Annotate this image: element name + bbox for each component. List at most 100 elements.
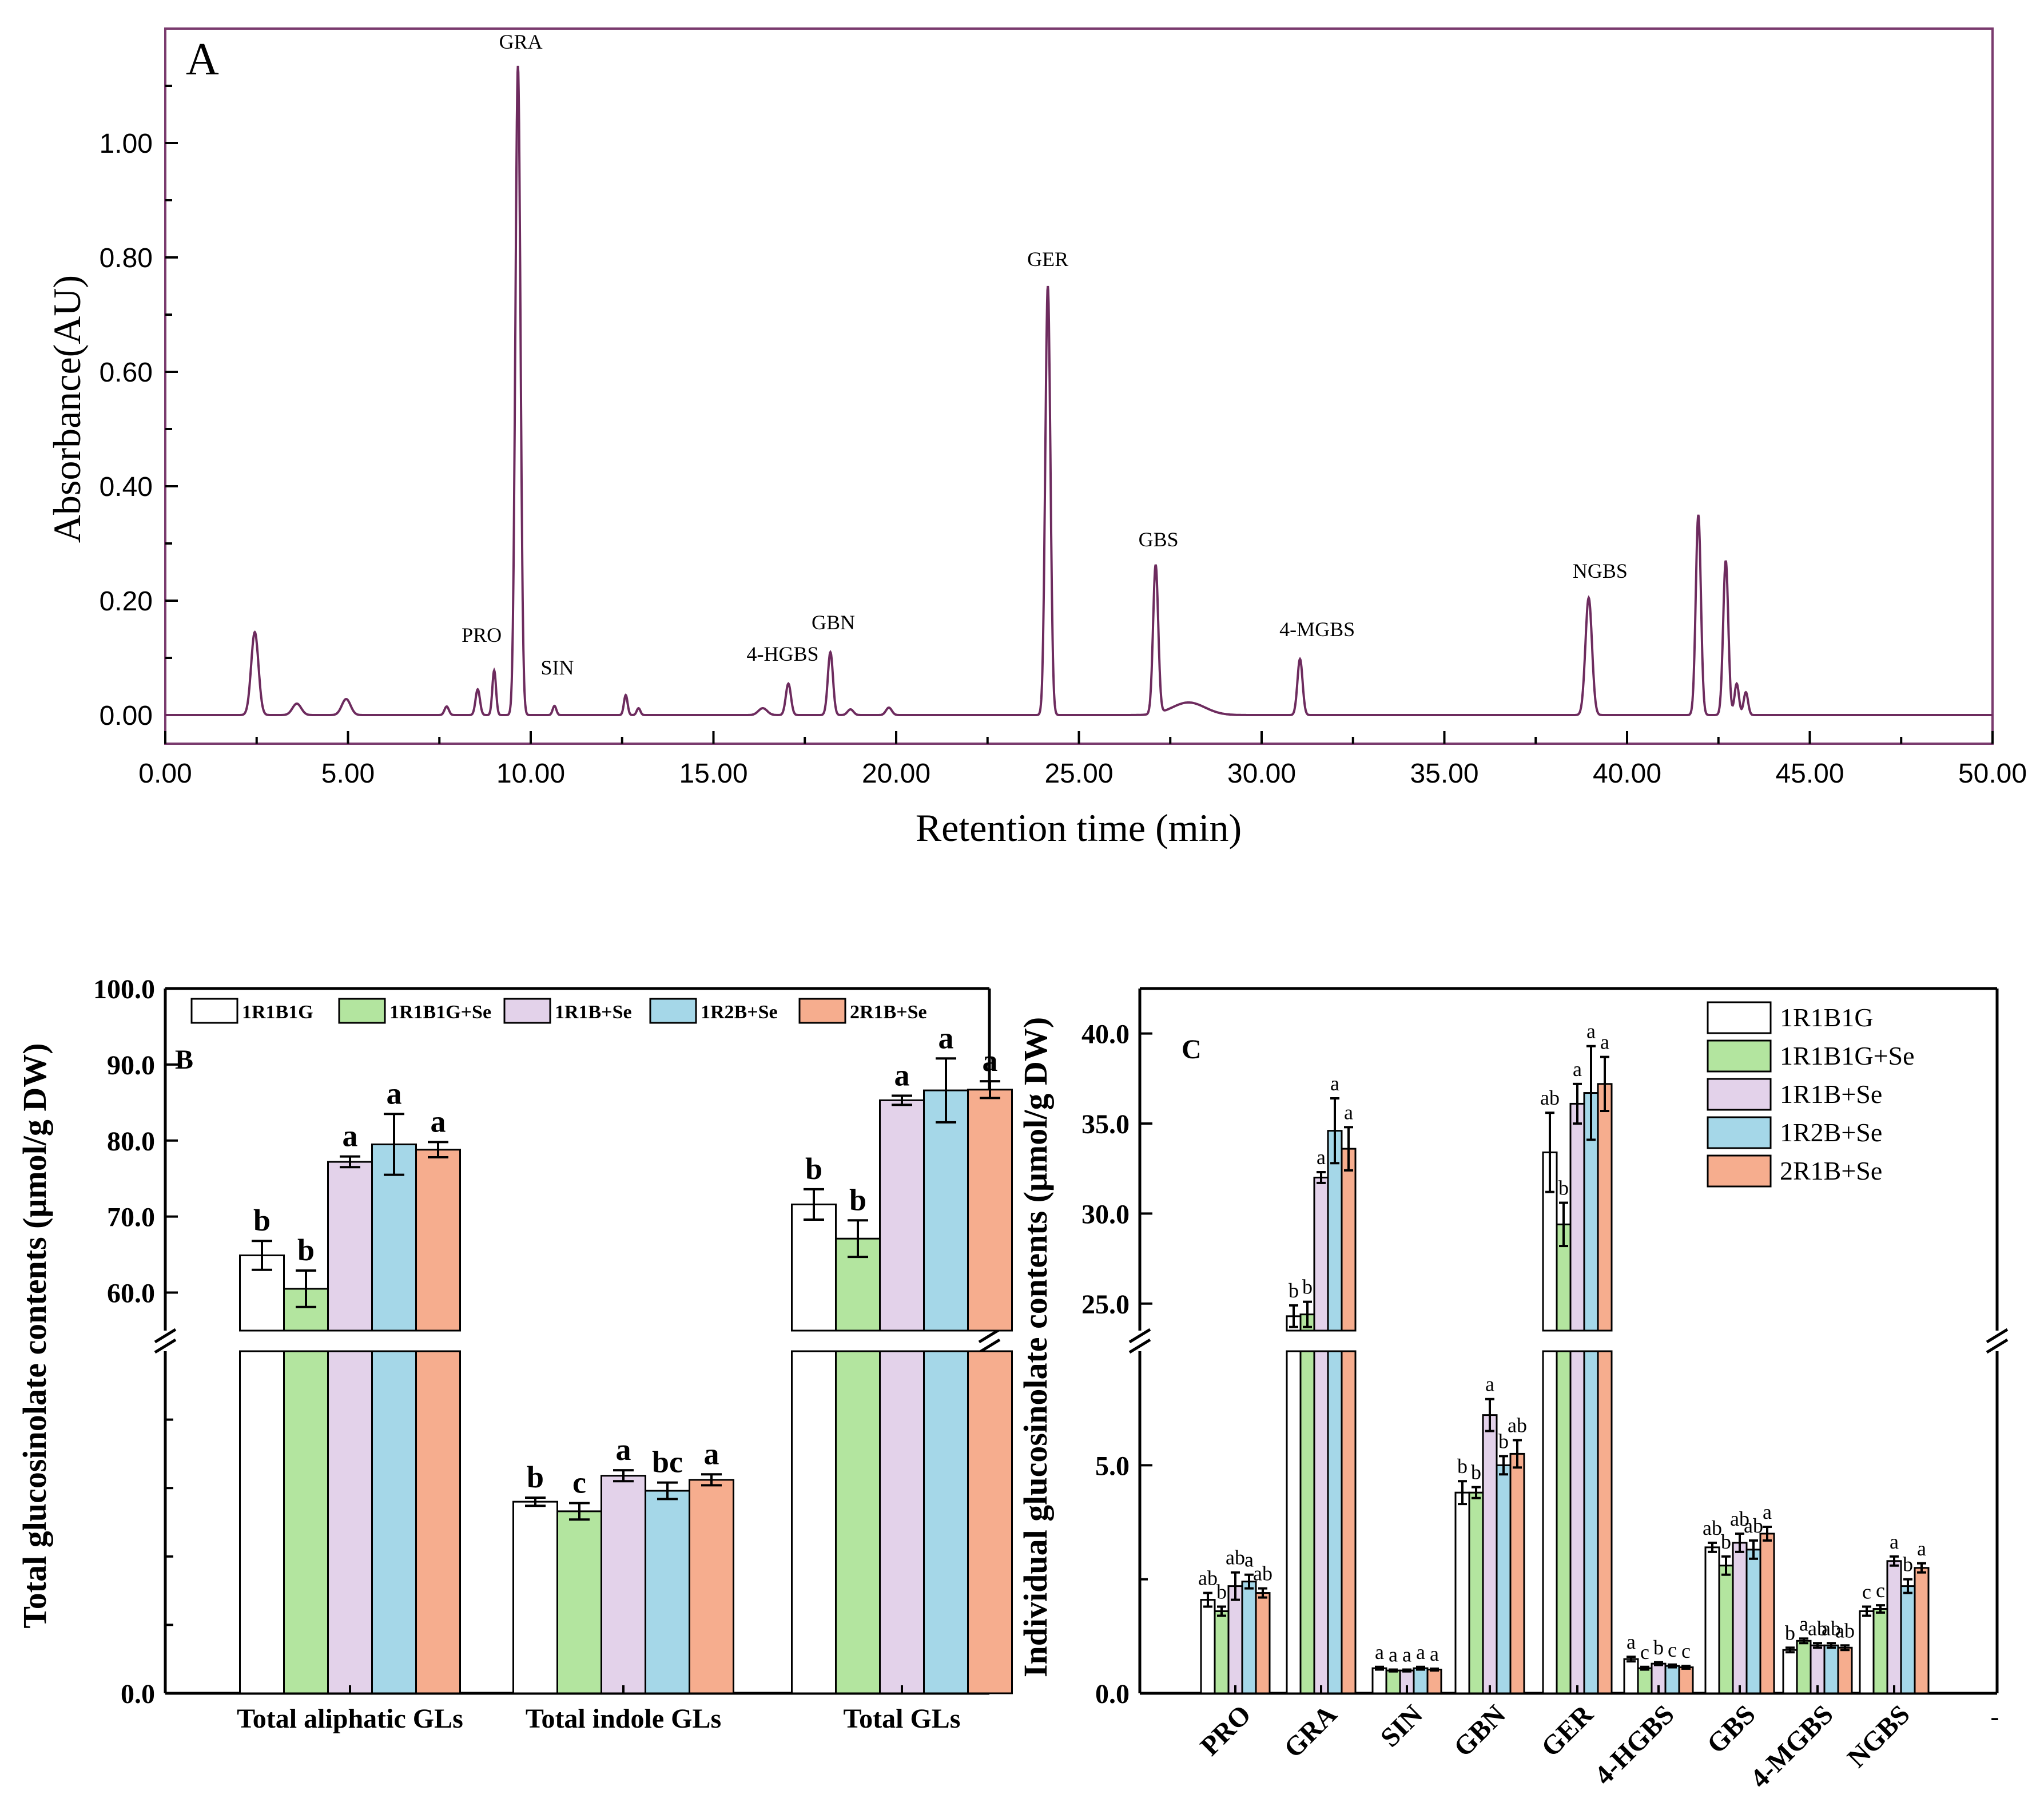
category-label: Total indole GLs bbox=[526, 1704, 721, 1734]
axis-break-mark bbox=[1128, 1328, 1151, 1344]
bar bbox=[1583, 1092, 1599, 1332]
significance-letter: b bbox=[297, 1233, 315, 1267]
y-tick-label: 90.0 bbox=[107, 1050, 155, 1081]
significance-letter: a bbox=[1330, 1072, 1339, 1095]
bar bbox=[1214, 1610, 1230, 1694]
significance-letter: b bbox=[1457, 1455, 1468, 1478]
bar bbox=[1371, 1667, 1387, 1694]
bar-segment-lower bbox=[1299, 1350, 1315, 1694]
legend-label: 1R1B1G+Se bbox=[389, 1002, 491, 1023]
bar bbox=[1313, 1176, 1329, 1332]
significance-letter: a bbox=[1763, 1501, 1772, 1523]
significance-letter: c bbox=[1668, 1638, 1677, 1661]
significance-letter: b bbox=[805, 1152, 822, 1186]
panel-a-x-tick-label: 30.00 bbox=[1227, 759, 1296, 789]
panel-a-y-tick-label: 0.40 bbox=[100, 472, 153, 502]
panel-a-label: A bbox=[186, 34, 219, 85]
panel-b-axes: 60.0 70.0 80.0 90.0 100.0 0.0 Total aliphatic … bbox=[93, 974, 960, 1734]
significance-letter: a bbox=[1890, 1530, 1899, 1553]
bar bbox=[1914, 1567, 1930, 1694]
bar-segment-lower bbox=[283, 1350, 329, 1694]
panel-b-y-label: Total glucosinolate contents (μmol/g DW) bbox=[16, 1043, 53, 1628]
bar bbox=[556, 1510, 602, 1694]
significance-letter: a bbox=[431, 1104, 446, 1138]
panel-b-legend: 1R1B1G 1R1B1G+Se 1R1B+Se 1R2B+Se 2R1B+Se bbox=[190, 998, 927, 1024]
panel-a-x-axis: 0.00 5.00 10.00 15.00 20.00 25.00 30.00 35.00 40… bbox=[138, 731, 2027, 789]
category-label: PRO bbox=[1195, 1699, 1257, 1761]
bar bbox=[1704, 1546, 1720, 1694]
significance-letter: b bbox=[1498, 1430, 1509, 1452]
bar-segment-lower bbox=[835, 1350, 881, 1694]
significance-letter: c bbox=[1862, 1581, 1871, 1603]
y-tick-label: 70.0 bbox=[107, 1202, 155, 1233]
bar bbox=[1241, 1581, 1257, 1694]
bar bbox=[1900, 1585, 1916, 1694]
bar-segment-lower bbox=[791, 1350, 837, 1694]
y-tick-label: 100.0 bbox=[93, 974, 155, 1005]
bar bbox=[1678, 1666, 1694, 1694]
bar bbox=[1341, 1148, 1357, 1332]
bar bbox=[791, 1203, 837, 1332]
axis-break-mark bbox=[154, 1328, 177, 1344]
significance-letter: a bbox=[1402, 1644, 1411, 1666]
legend-label: 1R1B+Se bbox=[555, 1002, 632, 1023]
significance-letter: a bbox=[1430, 1642, 1439, 1665]
bar bbox=[415, 1149, 461, 1332]
significance-letter: b bbox=[1216, 1581, 1227, 1603]
bar bbox=[1200, 1599, 1216, 1694]
panel-a-peak-label: SIN bbox=[541, 656, 574, 679]
significance-letter: b bbox=[1785, 1621, 1795, 1644]
significance-letter: ab bbox=[1822, 1617, 1841, 1640]
panel-a-x-tick-label: 5.00 bbox=[321, 759, 375, 789]
panel-a-peak-label: GRA bbox=[499, 30, 543, 53]
significance-letter: b bbox=[1471, 1461, 1481, 1484]
category-label: NGBS bbox=[1842, 1699, 1916, 1773]
bar bbox=[1872, 1607, 1888, 1694]
significance-letter: a bbox=[1317, 1146, 1326, 1169]
legend-label: 1R2B+Se bbox=[701, 1002, 778, 1023]
panel-a-y-label: Absorbance(AU) bbox=[45, 275, 89, 543]
category-label: GRA bbox=[1278, 1699, 1343, 1764]
significance-letter: a bbox=[1573, 1058, 1582, 1081]
bar-segment-lower bbox=[371, 1350, 417, 1694]
panel-a-x-tick-label: 20.00 bbox=[862, 759, 930, 789]
significance-letter: a bbox=[1416, 1641, 1425, 1664]
panel-a-peak-label: GER bbox=[1027, 248, 1068, 271]
y-tick-label: 80.0 bbox=[107, 1126, 155, 1157]
category-label: Total aliphatic GLs bbox=[237, 1704, 463, 1734]
significance-letter: c bbox=[1681, 1640, 1691, 1662]
bar bbox=[1227, 1585, 1243, 1694]
category-label: 4-HGBS bbox=[1589, 1699, 1680, 1791]
legend-label: 2R1B+Se bbox=[850, 1002, 927, 1023]
bar bbox=[1859, 1610, 1875, 1694]
significance-letter: a bbox=[1389, 1644, 1398, 1666]
panel-c-legend: 1R1B1G 1R1B1G+Se 1R1B+Se 1R2B+Se 2R1B+Se bbox=[1707, 1001, 1915, 1188]
significance-letter: a bbox=[983, 1043, 998, 1078]
legend-swatch bbox=[190, 998, 238, 1024]
legend-label: 1R1B1G bbox=[1780, 1003, 1874, 1032]
significance-letter: c bbox=[572, 1466, 586, 1500]
category-label: GBN bbox=[1448, 1699, 1512, 1763]
panel-a-y-tick-label: 1.00 bbox=[100, 129, 153, 159]
bar bbox=[967, 1089, 1013, 1332]
significance-letter: bc bbox=[652, 1445, 683, 1479]
bar-segment-lower bbox=[1341, 1350, 1357, 1694]
bar bbox=[1623, 1658, 1639, 1694]
category-label: GER bbox=[1536, 1698, 1600, 1763]
significance-letter: a bbox=[1244, 1549, 1254, 1571]
significance-letter: a bbox=[939, 1021, 954, 1055]
bar bbox=[1823, 1644, 1839, 1694]
panel-a-y-tick-label: 0.80 bbox=[100, 243, 153, 273]
panel-a-peak-label: PRO bbox=[462, 624, 502, 646]
legend-swatch bbox=[503, 998, 551, 1024]
legend-label: 2R1B+Se bbox=[1780, 1156, 1882, 1185]
significance-letter: a bbox=[1586, 1020, 1596, 1043]
category-label: Total GLs bbox=[844, 1704, 961, 1734]
legend-swatch bbox=[798, 998, 846, 1024]
significance-letter: b bbox=[1903, 1553, 1913, 1576]
bar bbox=[645, 1490, 690, 1694]
y-tick-label: 40.0 bbox=[1081, 1019, 1130, 1050]
significance-letter: b bbox=[1721, 1530, 1731, 1553]
panel-a-peak-label: 4-MGBS bbox=[1279, 618, 1355, 641]
